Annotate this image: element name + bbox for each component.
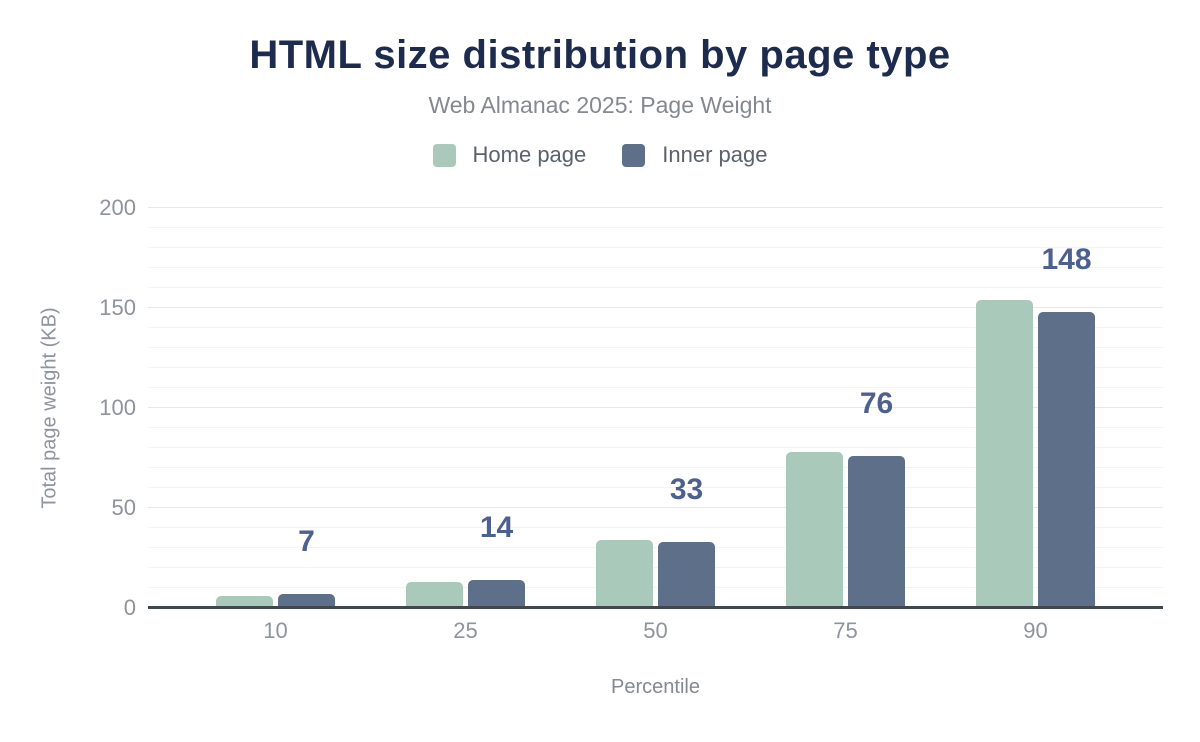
x-axis-line (148, 606, 1163, 609)
gridline-110 (148, 387, 1163, 388)
value-label-p90: 148 (1041, 243, 1092, 276)
gridline-140 (148, 327, 1163, 328)
gridline-180 (148, 247, 1163, 248)
gridline-80 (148, 447, 1163, 448)
gridline-10 (148, 587, 1163, 588)
y-tick-0: 0 (123, 595, 136, 620)
bar-inner-page-p90 (1038, 312, 1095, 608)
y-tick-50: 50 (111, 495, 136, 520)
bar-inner-page-p50 (658, 542, 715, 608)
bar-home-page-p25 (406, 582, 463, 608)
gridline-130 (148, 347, 1163, 348)
gridline-100 (148, 407, 1163, 408)
gridline-200 (148, 207, 1163, 208)
gridline-30 (148, 547, 1163, 548)
gridline-120 (148, 367, 1163, 368)
bar-inner-page-p10 (278, 594, 335, 608)
gridline-150 (148, 307, 1163, 308)
gridline-70 (148, 467, 1163, 468)
gridline-50 (148, 507, 1163, 508)
value-label-p25: 14 (479, 511, 514, 544)
value-label-p10: 7 (298, 525, 315, 558)
bar-inner-page-p25 (468, 580, 525, 608)
bar-home-page-p75 (786, 452, 843, 608)
x-tick-90: 90 (1023, 618, 1048, 643)
x-tick-75: 75 (833, 618, 858, 643)
x-tick-50: 50 (643, 618, 668, 643)
bar-home-page-p10 (216, 596, 273, 608)
legend-label-home-page: Home page (472, 142, 587, 167)
legend-swatch-inner-page (622, 143, 646, 167)
y-tick-150: 150 (99, 295, 136, 320)
gridline-190 (148, 227, 1163, 228)
gridline-160 (148, 287, 1163, 288)
y-tick-200: 200 (99, 195, 136, 220)
x-axis-title: Percentile (611, 676, 700, 698)
legend-swatch-home-page (432, 143, 456, 167)
bar-home-page-p90 (976, 300, 1033, 608)
legend-item-inner-page: Inner page (622, 142, 767, 168)
legend-item-home-page: Home page (432, 142, 587, 168)
legend-label-inner-page: Inner page (662, 142, 768, 167)
bar-home-page-p50 (596, 540, 653, 608)
x-tick-10: 10 (263, 618, 288, 643)
gridline-90 (148, 427, 1163, 428)
y-axis-title: Total page weight (KB) (38, 307, 61, 509)
bar-inner-page-p75 (848, 456, 905, 608)
value-label-p50: 33 (669, 473, 704, 506)
legend: Home page Inner page (0, 142, 1200, 168)
gridline-40 (148, 527, 1163, 528)
value-label-p75: 76 (859, 387, 894, 420)
x-tick-25: 25 (453, 618, 478, 643)
chart-title: HTML size distribution by page type (249, 33, 951, 77)
gridline-20 (148, 567, 1163, 568)
gridline-60 (148, 487, 1163, 488)
gridline-170 (148, 267, 1163, 268)
chart-subtitle: Web Almanac 2025: Page Weight (428, 92, 772, 118)
y-tick-100: 100 (99, 395, 136, 420)
